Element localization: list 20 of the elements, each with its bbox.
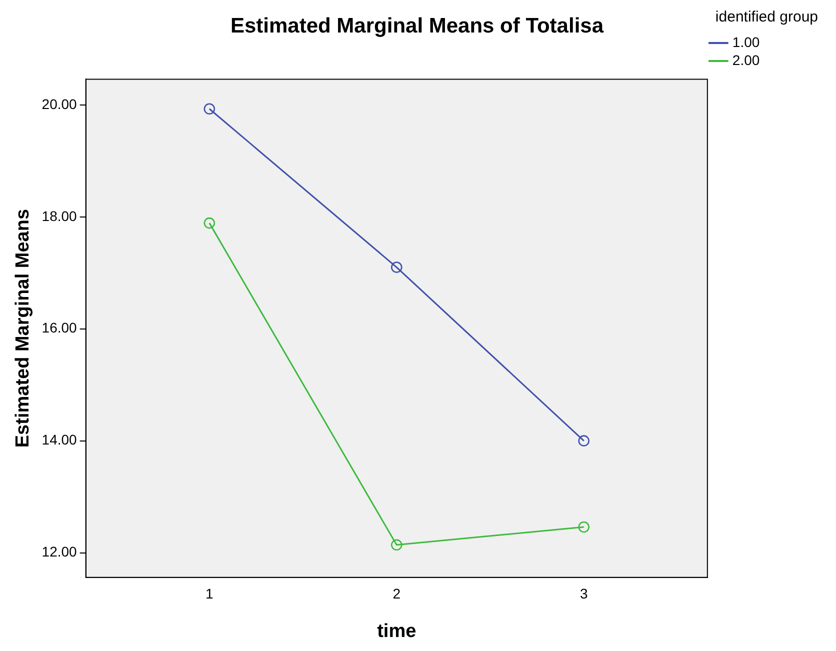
point [390,262,402,273]
legend-label: 1.00 [732,34,760,50]
legend-title: identified group [715,8,818,26]
x-tick-label: 2 [392,586,401,602]
point [204,217,216,229]
point [390,539,402,551]
legend-label: 2.00 [732,52,760,68]
point [204,103,216,115]
y-tick-label: 20.00 [42,96,78,112]
point [578,521,590,533]
x-tick-label: 1 [206,586,214,602]
point [578,435,590,446]
y-tick-label: 14.00 [42,432,78,448]
chart-title: Estimated Marginal Means of Totalisa [230,14,604,38]
y-tick-label: 16.00 [42,320,78,336]
x-tick-label: 3 [580,586,588,602]
x-axis-title: time [377,620,416,642]
y-tick-label: 18.00 [42,208,78,224]
y-tick-label: 12.00 [42,544,78,560]
y-axis-title: Estimated Marginal Means [12,208,34,448]
